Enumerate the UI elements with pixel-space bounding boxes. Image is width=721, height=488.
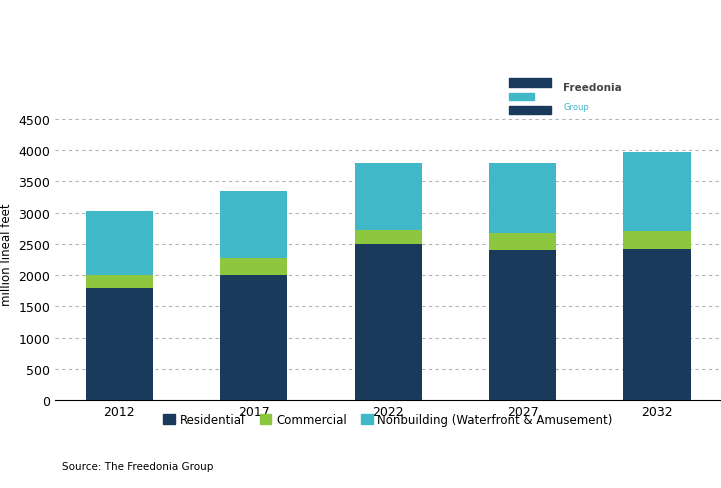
Text: (million lineal feet): (million lineal feet) [63, 80, 198, 92]
Bar [220, 259, 287, 276]
Bar [355, 163, 422, 230]
Bar [489, 234, 557, 251]
Bar [220, 276, 287, 400]
Bar [624, 232, 691, 249]
Bar [86, 288, 153, 400]
Text: 2012, 2017, 2022, 2027, & 2032: 2012, 2017, 2022, 2027, & 2032 [63, 54, 290, 66]
Text: Group: Group [563, 103, 589, 112]
Bar [489, 163, 557, 234]
Bar [220, 191, 287, 259]
Text: Decking Demand by Market,: Decking Demand by Market, [63, 30, 262, 43]
Legend: Residential, Commercial, Nonbuilding (Waterfront & Amusement): Residential, Commercial, Nonbuilding (Wa… [159, 408, 618, 431]
Text: Source: The Freedonia Group: Source: The Freedonia Group [62, 461, 213, 470]
Bar [355, 230, 422, 244]
Bar [489, 251, 557, 400]
Bar [624, 249, 691, 400]
Bar [355, 244, 422, 400]
Bar [86, 212, 153, 276]
Bar [508, 106, 552, 115]
Y-axis label: million lineal feet: million lineal feet [0, 203, 13, 305]
Bar [508, 94, 534, 101]
Bar [508, 79, 552, 88]
Bar [624, 153, 691, 232]
Text: Freedonia: Freedonia [563, 83, 622, 93]
Bar [86, 276, 153, 288]
Text: Figure 3-4.: Figure 3-4. [63, 6, 140, 20]
